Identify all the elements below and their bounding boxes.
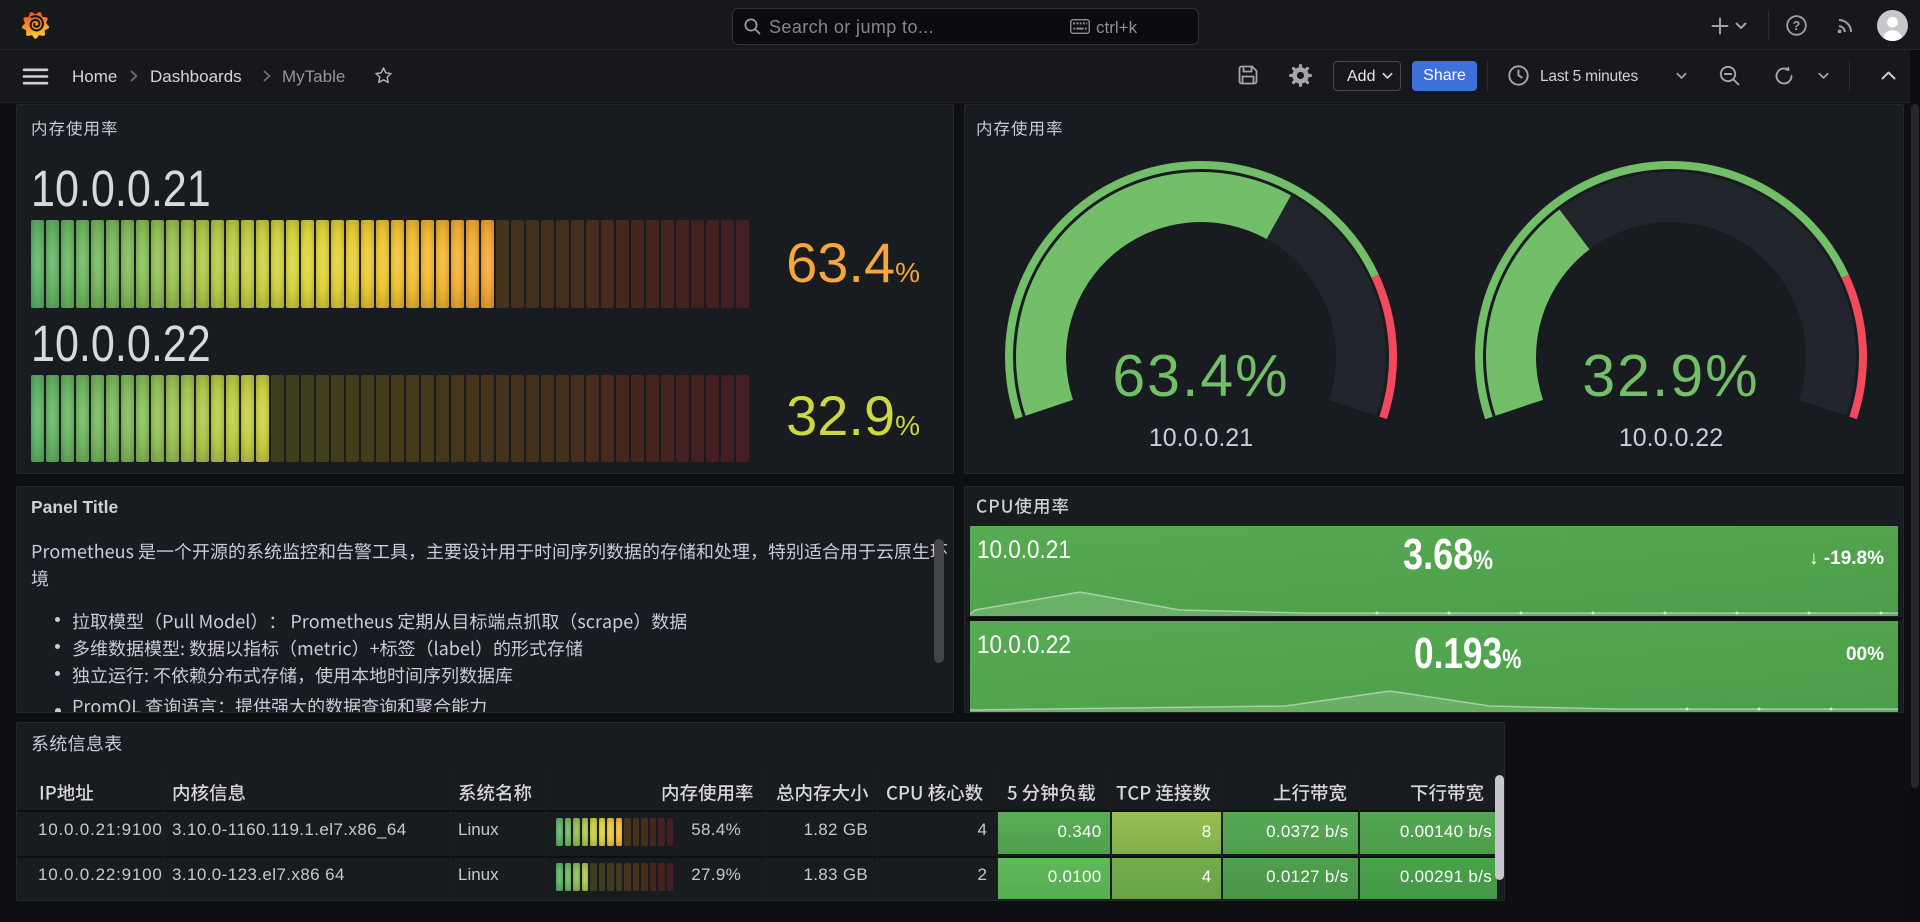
svg-text:?: ?	[1793, 19, 1801, 33]
